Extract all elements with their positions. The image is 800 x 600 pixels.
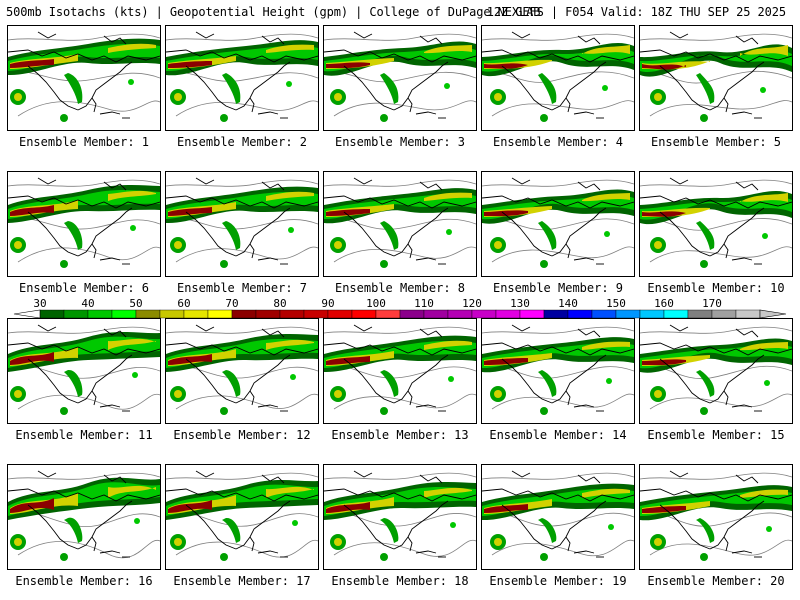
member-label-13: Ensemble Member: 13 (331, 428, 469, 442)
colorbar-tick-label: 50 (129, 297, 142, 310)
colorbar-segment (63, 309, 89, 319)
colorbar-segment (255, 309, 281, 319)
member-map-13 (323, 318, 477, 424)
member-label-1: Ensemble Member: 1 (18, 135, 150, 149)
member-map-7 (165, 171, 319, 277)
member-label-19: Ensemble Member: 19 (489, 574, 627, 588)
colorbar-segment (279, 309, 305, 319)
member-map-5 (639, 25, 793, 131)
member-label-7: Ensemble Member: 7 (176, 281, 308, 295)
colorbar-right-arrow (759, 309, 787, 319)
run-valid-time: 12Z GEFS | F054 Valid: 18Z THU SEP 25 20… (486, 5, 786, 19)
member-map-2 (165, 25, 319, 131)
colorbar-tick-label: 120 (462, 297, 482, 310)
colorbar-segment (111, 309, 137, 319)
member-map-16 (7, 464, 161, 570)
member-map-1 (7, 25, 161, 131)
member-label-3: Ensemble Member: 3 (334, 135, 466, 149)
member-label-5: Ensemble Member: 5 (650, 135, 782, 149)
colorbar-tick-label: 170 (702, 297, 722, 310)
colorbar-segment (663, 309, 689, 319)
colorbar-segment (423, 309, 449, 319)
colorbar-segment (135, 309, 161, 319)
chart-title: 500mb Isotachs (kts) | Geopotential Heig… (6, 5, 541, 19)
member-map-18 (323, 464, 477, 570)
colorbar-tick-label: 130 (510, 297, 530, 310)
colorbar-segment (543, 309, 569, 319)
member-map-8 (323, 171, 477, 277)
colorbar-tick-label: 90 (321, 297, 334, 310)
member-label-6: Ensemble Member: 6 (18, 281, 150, 295)
member-label-2: Ensemble Member: 2 (176, 135, 308, 149)
colorbar-tick-label: 30 (33, 297, 46, 310)
colorbar-segment (399, 309, 425, 319)
member-label-17: Ensemble Member: 17 (173, 574, 311, 588)
colorbar-tick-label: 60 (177, 297, 190, 310)
member-map-17 (165, 464, 319, 570)
member-label-20: Ensemble Member: 20 (647, 574, 785, 588)
colorbar-left-arrow (13, 309, 41, 319)
colorbar-tick-label: 40 (81, 297, 94, 310)
member-map-3 (323, 25, 477, 131)
member-map-9 (481, 171, 635, 277)
member-map-4 (481, 25, 635, 131)
colorbar-segment (687, 309, 713, 319)
colorbar-segment (375, 309, 401, 319)
colorbar-segment (711, 309, 737, 319)
isotach-colorbar: 30 40 50 60 70 80 90 100 110 120 130 140 150 160 170 (13, 297, 787, 319)
member-label-18: Ensemble Member: 18 (331, 574, 469, 588)
colorbar-tick-label: 140 (558, 297, 578, 310)
member-label-12: Ensemble Member: 12 (173, 428, 311, 442)
member-label-10: Ensemble Member: 10 (647, 281, 785, 295)
colorbar-segment (207, 309, 233, 319)
member-map-20 (639, 464, 793, 570)
colorbar-tick-label: 80 (273, 297, 286, 310)
colorbar-tick-label: 110 (414, 297, 434, 310)
member-map-15 (639, 318, 793, 424)
colorbar-tick-label: 100 (366, 297, 386, 310)
member-map-6 (7, 171, 161, 277)
member-label-14: Ensemble Member: 14 (489, 428, 627, 442)
colorbar-segment (351, 309, 377, 319)
colorbar-segment (735, 309, 761, 319)
member-label-15: Ensemble Member: 15 (647, 428, 785, 442)
colorbar-segment (87, 309, 113, 319)
member-map-12 (165, 318, 319, 424)
colorbar-segment (591, 309, 617, 319)
member-map-14 (481, 318, 635, 424)
member-map-19 (481, 464, 635, 570)
colorbar-segment (183, 309, 209, 319)
colorbar-segment (639, 309, 665, 319)
colorbar-tick-label: 70 (225, 297, 238, 310)
colorbar-segment (471, 309, 497, 319)
member-label-11: Ensemble Member: 11 (15, 428, 153, 442)
colorbar-segment (519, 309, 545, 319)
colorbar-segment (495, 309, 521, 319)
colorbar-segment (447, 309, 473, 319)
colorbar-segment (159, 309, 185, 319)
colorbar-segment (615, 309, 641, 319)
colorbar-segment (39, 309, 65, 319)
colorbar-tick-label: 150 (606, 297, 626, 310)
member-label-9: Ensemble Member: 9 (492, 281, 624, 295)
member-label-16: Ensemble Member: 16 (15, 574, 153, 588)
member-map-10 (639, 171, 793, 277)
colorbar-tick-label: 160 (654, 297, 674, 310)
colorbar-segment (303, 309, 329, 319)
colorbar-segment (327, 309, 353, 319)
colorbar-segment (231, 309, 257, 319)
member-label-4: Ensemble Member: 4 (492, 135, 624, 149)
member-label-8: Ensemble Member: 8 (334, 281, 466, 295)
member-map-11 (7, 318, 161, 424)
colorbar-segment (567, 309, 593, 319)
